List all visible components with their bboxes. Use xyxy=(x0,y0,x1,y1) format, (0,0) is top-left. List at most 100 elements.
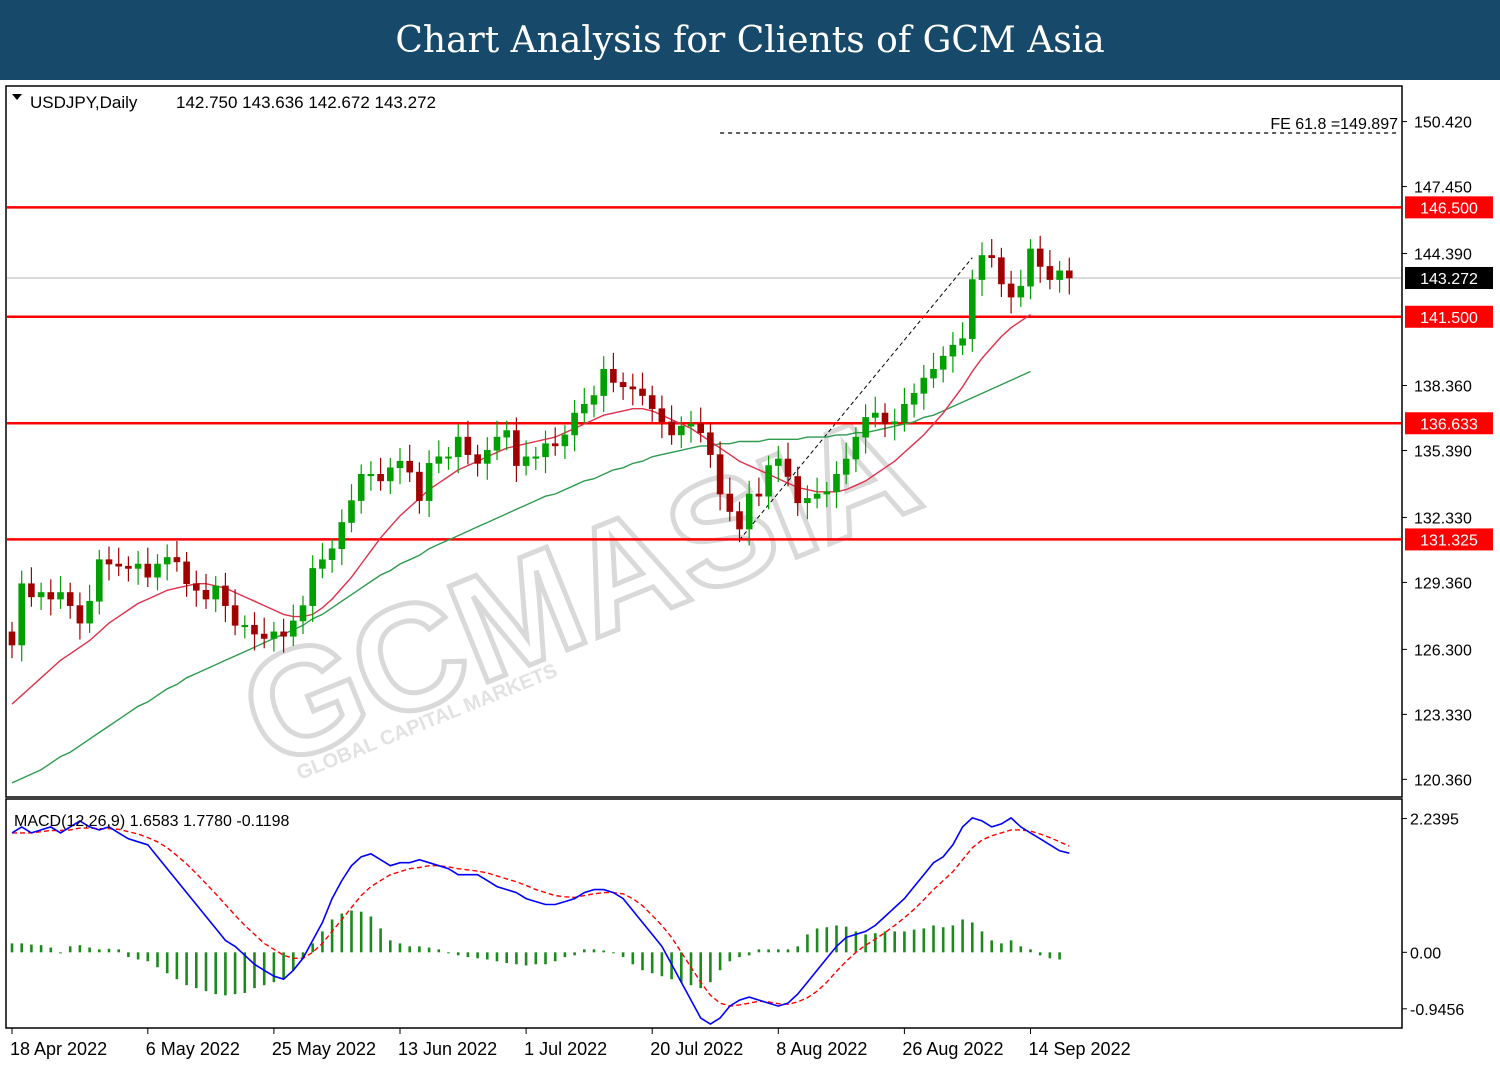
candle xyxy=(542,430,549,474)
macd-histogram-bar xyxy=(524,952,528,966)
macd-histogram-bar xyxy=(1058,952,1061,960)
candle-body xyxy=(425,463,433,501)
macd-signal-line xyxy=(12,827,1070,1007)
dropdown-triangle-icon[interactable] xyxy=(12,94,22,100)
candle-body xyxy=(532,456,540,459)
candle xyxy=(57,576,64,609)
macd-histogram-bar xyxy=(233,952,237,995)
candle-body xyxy=(716,454,724,495)
candle-body xyxy=(745,493,753,530)
macd-histogram-bar xyxy=(747,952,751,956)
candle-body xyxy=(241,625,249,628)
macd-histogram-bar xyxy=(195,952,198,989)
y-tick-label: 126.300 xyxy=(1414,642,1472,659)
candle-body xyxy=(115,563,122,567)
macd-histogram-bar xyxy=(272,952,276,983)
candle xyxy=(784,442,792,487)
candle-body xyxy=(309,568,317,606)
macd-histogram-bar xyxy=(59,952,62,954)
macd-histogram-bar xyxy=(903,931,906,953)
macd-histogram-bar xyxy=(874,933,877,953)
date-axis: 18 Apr 2022 6 May 2022 25 May 2022 13 Jun 2… xyxy=(10,1028,1131,1059)
candle-body xyxy=(910,393,918,405)
y-tick-label: 132.330 xyxy=(1414,510,1472,527)
y-tick-label: 123.330 xyxy=(1414,707,1472,724)
candle-body xyxy=(125,565,132,569)
candle xyxy=(891,408,899,441)
candle-body xyxy=(658,408,666,423)
candle xyxy=(968,269,976,352)
candle xyxy=(28,567,35,607)
candle-body xyxy=(871,412,879,418)
candle-body xyxy=(571,412,578,436)
macd-histogram-bar xyxy=(117,949,120,953)
candle-body xyxy=(37,592,45,598)
candle xyxy=(901,387,908,432)
candle-body xyxy=(668,421,675,436)
candle xyxy=(251,612,258,651)
candle-body xyxy=(881,412,889,425)
candle xyxy=(1056,260,1063,293)
macd-histogram-bar xyxy=(185,952,188,986)
macd-histogram-bar xyxy=(786,949,790,953)
candle-body xyxy=(677,425,685,436)
candle xyxy=(289,604,297,647)
candle-body xyxy=(357,474,365,501)
candle-body xyxy=(755,493,763,497)
macd-histogram-bar xyxy=(20,943,23,953)
candle xyxy=(115,547,122,577)
candle xyxy=(357,464,365,514)
candle xyxy=(134,550,142,585)
candle-body xyxy=(396,460,404,469)
candle-body xyxy=(163,557,171,565)
candle xyxy=(804,485,811,520)
y-tick-label: 144.390 xyxy=(1414,247,1472,264)
macd-histogram-bar xyxy=(912,929,916,953)
macd-histogram-bar xyxy=(262,952,266,986)
macd-histogram-bar xyxy=(815,928,819,953)
candle xyxy=(483,437,491,480)
candle xyxy=(571,399,578,452)
x-tick-label: 1 Jul 2022 xyxy=(524,1039,607,1059)
candle-body xyxy=(493,436,501,451)
candle xyxy=(823,481,831,508)
macd-histogram-bar xyxy=(883,931,887,953)
page-title: Chart Analysis for Clients of GCM Asia xyxy=(0,0,1500,80)
candle-body xyxy=(416,471,423,501)
macd-histogram-bar xyxy=(127,952,130,958)
candle xyxy=(367,461,375,491)
macd-histogram-bar xyxy=(437,949,441,953)
candle xyxy=(445,446,452,470)
y-tick-label: 129.360 xyxy=(1414,575,1472,592)
candle-body xyxy=(639,388,646,396)
macd-histogram-bar xyxy=(78,945,82,953)
candle-body xyxy=(842,458,850,475)
macd-histogram-bar xyxy=(602,950,605,953)
candle xyxy=(716,441,724,511)
candle xyxy=(416,462,423,514)
candle xyxy=(551,427,559,456)
macd-histogram-bar xyxy=(505,952,508,964)
candle xyxy=(435,440,443,474)
y-tick-label: 138.360 xyxy=(1414,378,1472,395)
candle-body xyxy=(687,423,695,427)
candle xyxy=(959,322,966,356)
candle-body xyxy=(212,585,219,600)
macd-histogram-bar xyxy=(224,952,227,996)
candle xyxy=(949,332,957,373)
macd-histogram-bar xyxy=(893,931,896,953)
candle xyxy=(648,385,656,422)
macd-histogram-bar xyxy=(107,948,111,953)
macd-histogram-bar xyxy=(515,952,518,965)
macd-histogram-bar xyxy=(301,952,305,959)
candle-body xyxy=(474,454,481,464)
candle-body xyxy=(1017,285,1025,298)
candle-body xyxy=(774,458,782,466)
candle-body xyxy=(503,430,511,438)
candle xyxy=(396,448,404,485)
candle xyxy=(677,416,685,449)
candle xyxy=(309,555,317,623)
macd-y-tick-label: -0.9456 xyxy=(1410,1002,1464,1019)
candle-body xyxy=(561,434,569,447)
macd-histogram-bar xyxy=(699,952,702,989)
